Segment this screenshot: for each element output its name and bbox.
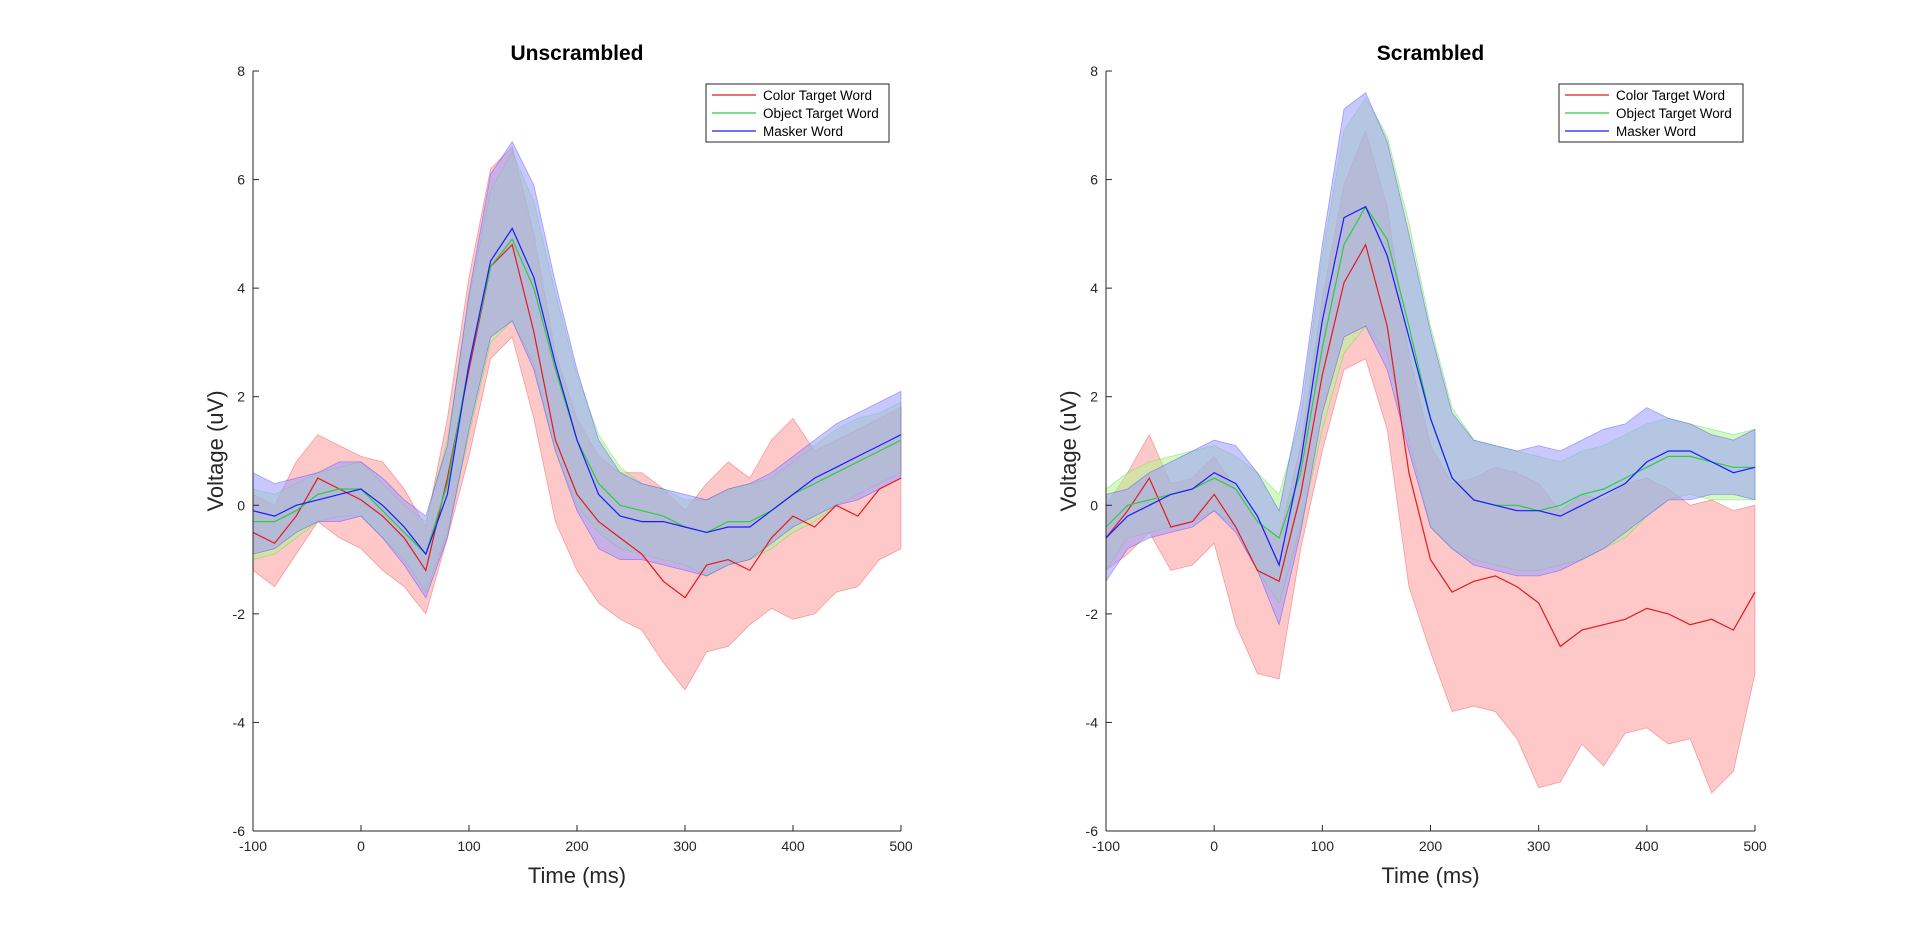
y-axis-title: Voltage (uV) — [203, 390, 228, 511]
legend-label: Color Target Word — [763, 88, 872, 103]
x-tick-label: 400 — [781, 838, 805, 854]
series-line-1 — [252, 243, 902, 599]
x-tick-label: -100 — [239, 838, 267, 854]
y-tick-label: -2 — [233, 606, 246, 622]
x-tick-label: 100 — [1311, 838, 1335, 854]
legend: Color Target Word Object Target Word Maske… — [705, 83, 890, 143]
y-tick-label: 2 — [237, 389, 245, 405]
y-tick-label: -4 — [233, 714, 246, 730]
x-tick-label: 200 — [565, 838, 589, 854]
y-tick-label: 8 — [237, 63, 245, 79]
y-axis-title: Voltage (uV) — [1056, 390, 1081, 511]
y-tick-label: 6 — [1090, 172, 1098, 188]
series-line-1 — [1105, 243, 1756, 648]
legend-label: Color Target Word — [1616, 88, 1725, 103]
x-tick-label: 500 — [1743, 838, 1767, 854]
legend: Color Target Word Object Target Word Maske… — [1558, 83, 1744, 143]
chart-panel-2: -100 0 100 200 300 400 500 -6 -4 -2 0 2 4 6 8 Scrambled… — [1056, 42, 1767, 888]
series-line-3 — [252, 227, 902, 556]
y-tick-label: 4 — [1090, 280, 1098, 296]
x-tick-label: -100 — [1092, 838, 1120, 854]
y-tick-label: 4 — [237, 280, 245, 296]
y-tick-label: -6 — [233, 823, 246, 839]
y-tick-label: 2 — [1090, 389, 1098, 405]
y-tick-label: -2 — [1086, 606, 1099, 622]
x-tick-label: 0 — [1210, 838, 1218, 854]
legend-label: Object Target Word — [763, 106, 879, 121]
y-tick-label: -6 — [1086, 823, 1099, 839]
chart-title: Scrambled — [1377, 42, 1484, 65]
y-tick-label: 8 — [1090, 63, 1098, 79]
x-axis-title: Time (ms) — [528, 863, 626, 888]
x-axis-title: Time (ms) — [1381, 863, 1479, 888]
x-tick-label: 0 — [357, 838, 365, 854]
chart-title: Unscrambled — [510, 42, 643, 65]
x-tick-label: 400 — [1635, 838, 1659, 854]
y-tick-label: 6 — [237, 172, 245, 188]
legend-label: Masker Word — [763, 124, 843, 139]
y-tick-label: -4 — [1086, 714, 1099, 730]
series-line-3 — [1105, 205, 1756, 567]
legend-label: Masker Word — [1616, 124, 1696, 139]
x-tick-label: 300 — [673, 838, 697, 854]
x-tick-label: 200 — [1419, 838, 1443, 854]
y-tick-label: 0 — [237, 497, 245, 513]
x-tick-label: 100 — [457, 838, 481, 854]
x-tick-label: 300 — [1527, 838, 1551, 854]
y-tick-label: 0 — [1090, 497, 1098, 513]
chart-panel-1: -100 0 100 200 300 400 500 -6 -4 -2 0 2 4 6 8 Unscrambl… — [203, 42, 913, 888]
x-tick-label: 500 — [889, 838, 913, 854]
legend-label: Object Target Word — [1616, 106, 1732, 121]
